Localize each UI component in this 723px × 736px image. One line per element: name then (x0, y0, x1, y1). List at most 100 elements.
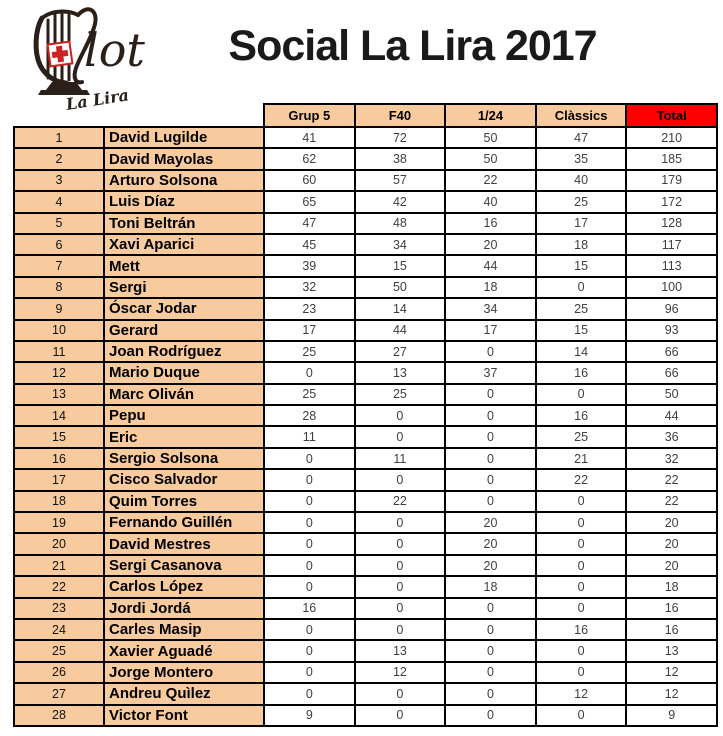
rank-cell: 8 (13, 275, 105, 300)
column-header: Clàssics (534, 103, 628, 128)
score-cell: 11 (263, 425, 356, 449)
total-cell: 13 (625, 639, 718, 663)
total-cell: 50 (625, 382, 718, 407)
table-row: 2 David Mayolas 62 38 50 35 185 (13, 147, 718, 171)
rank-cell: 27 (13, 682, 105, 706)
score-cell: 15 (353, 254, 447, 278)
rank-cell: 14 (13, 404, 105, 428)
score-cell: 42 (353, 190, 447, 214)
score-cell: 0 (263, 489, 356, 514)
score-cell: 0 (534, 553, 628, 578)
score-cell: 15 (534, 318, 628, 342)
score-cell: 21 (534, 446, 628, 471)
score-cell: 0 (263, 511, 356, 535)
score-cell: 18 (534, 232, 628, 257)
player-name-cell: Sergi Casanova (103, 553, 265, 578)
rank-cell: 13 (13, 382, 105, 407)
total-cell: 44 (625, 404, 718, 428)
player-name-cell: Gerard (103, 318, 265, 342)
player-name-cell: Óscar Jodar (103, 297, 265, 321)
score-cell: 15 (534, 254, 628, 278)
rank-cell: 7 (13, 254, 105, 278)
score-cell: 0 (444, 703, 537, 727)
score-cell: 0 (534, 703, 628, 727)
rank-cell: 26 (13, 660, 105, 685)
score-cell: 47 (263, 211, 356, 235)
player-name-cell: Luis Díaz (103, 190, 265, 214)
red-cross-icon (46, 40, 74, 68)
total-cell: 22 (625, 489, 718, 514)
score-cell: 0 (534, 575, 628, 599)
table-row: 24 Carles Masip 0 0 0 16 16 (13, 617, 718, 642)
score-cell: 40 (444, 190, 537, 214)
player-name-cell: Quim Torres (103, 489, 265, 514)
total-cell: 93 (625, 318, 718, 342)
rank-cell: 28 (13, 703, 105, 727)
score-cell: 0 (444, 425, 537, 449)
rank-cell: 20 (13, 532, 105, 556)
table-row: 8 Sergi 32 50 18 0 100 (13, 275, 718, 300)
score-cell: 0 (444, 339, 537, 364)
player-name-cell: Andreu Quìlez (103, 682, 265, 706)
player-name-cell: Mario Duque (103, 361, 265, 385)
score-cell: 65 (263, 190, 356, 214)
player-name-cell: Carles Masip (103, 617, 265, 642)
rank-cell: 1 (13, 125, 105, 150)
table-row: 15 Eric 11 0 0 25 36 (13, 425, 718, 449)
score-cell: 0 (353, 404, 447, 428)
player-name-cell: Fernando Guillén (103, 511, 265, 535)
player-name-cell: Marc Oliván (103, 382, 265, 407)
score-cell: 11 (353, 446, 447, 471)
rank-cell: 4 (13, 190, 105, 214)
results-table: Grup 5 F40 1/24 Clàssics Total 1 David Lugild… (13, 103, 718, 727)
score-cell: 0 (353, 511, 447, 535)
score-cell: 27 (353, 339, 447, 364)
score-cell: 14 (353, 297, 447, 321)
score-cell: 0 (444, 639, 537, 663)
player-name-cell: Jordi Jordá (103, 596, 265, 621)
score-cell: 45 (263, 232, 356, 257)
score-cell: 38 (353, 147, 447, 171)
score-cell: 25 (263, 339, 356, 364)
score-cell: 0 (263, 446, 356, 471)
table-row: 19 Fernando Guillén 0 0 20 0 20 (13, 511, 718, 535)
player-name-cell: David Mestres (103, 532, 265, 556)
score-cell: 25 (353, 382, 447, 407)
table-row: 5 Toni Beltrán 47 48 16 17 128 (13, 211, 718, 235)
club-logo: lot La Lira (12, 2, 167, 122)
page-title: Social La Lira 2017 (228, 22, 597, 70)
score-cell: 0 (353, 596, 447, 621)
total-cell: 210 (625, 125, 718, 150)
rank-cell: 16 (13, 446, 105, 471)
table-row: 28 Victor Font 9 0 0 0 9 (13, 703, 718, 727)
score-cell: 0 (353, 425, 447, 449)
score-cell: 9 (263, 703, 356, 727)
score-cell: 20 (444, 232, 537, 257)
score-cell: 0 (263, 468, 356, 492)
table-row: 17 Cisco Salvador 0 0 0 22 22 (13, 468, 718, 492)
score-cell: 23 (263, 297, 356, 321)
table-row: 1 David Lugilde 41 72 50 47 210 (13, 125, 718, 150)
table-row: 25 Xavier Aguadé 0 13 0 0 13 (13, 639, 718, 663)
total-cell: 20 (625, 511, 718, 535)
score-cell: 0 (444, 489, 537, 514)
rank-cell: 10 (13, 318, 105, 342)
rank-cell: 15 (13, 425, 105, 449)
score-cell: 25 (534, 297, 628, 321)
score-cell: 0 (444, 596, 537, 621)
score-cell: 50 (444, 125, 537, 150)
rank-cell: 3 (13, 168, 105, 193)
table-row: 14 Pepu 28 0 0 16 44 (13, 404, 718, 428)
score-cell: 40 (534, 168, 628, 193)
score-cell: 48 (353, 211, 447, 235)
score-cell: 0 (444, 404, 537, 428)
total-cell: 66 (625, 361, 718, 385)
score-cell: 0 (263, 660, 356, 685)
rank-cell: 6 (13, 232, 105, 257)
score-cell: 20 (444, 532, 537, 556)
score-cell: 25 (263, 382, 356, 407)
score-cell: 0 (353, 468, 447, 492)
score-cell: 0 (444, 468, 537, 492)
score-cell: 0 (263, 575, 356, 599)
table-row: 10 Gerard 17 44 17 15 93 (13, 318, 718, 342)
